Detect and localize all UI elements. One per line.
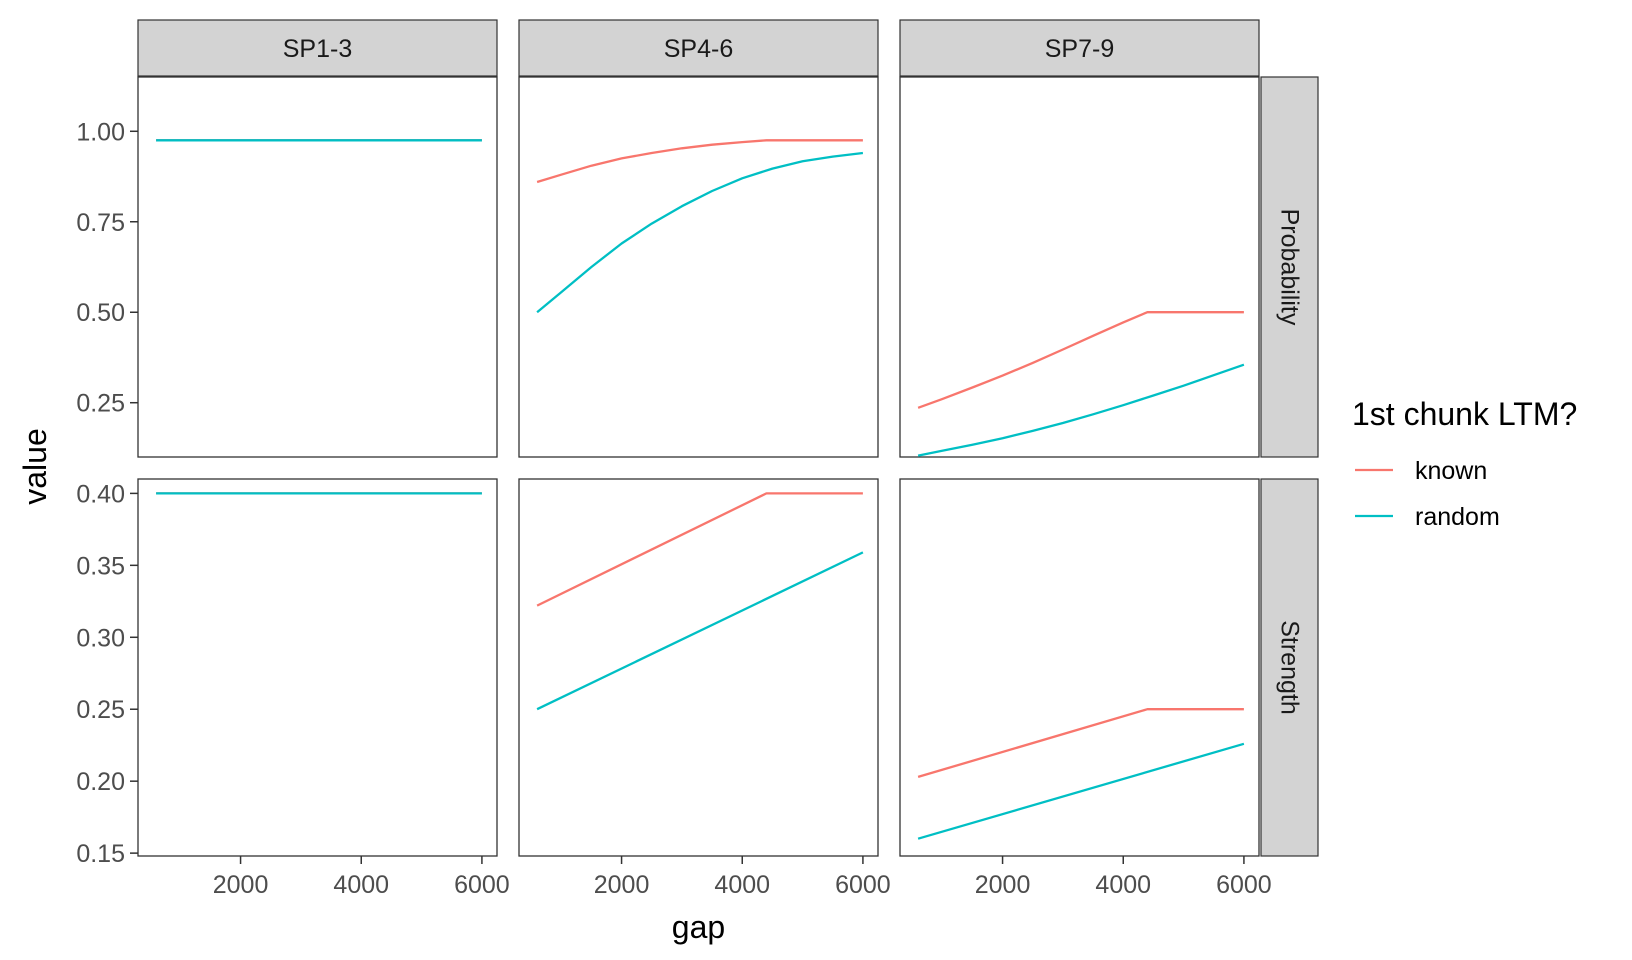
series-line-random-probability-sp7-9	[917, 363, 1245, 457]
y-tick-label: 0.25	[76, 696, 125, 724]
panel-strength-sp7-9	[899, 478, 1260, 857]
strip-label-strength: Strength	[1276, 620, 1304, 715]
x-tick-label: 4000	[1095, 871, 1151, 899]
panel-probability-sp4-6	[518, 76, 879, 458]
strip-label-probability: Probability	[1276, 209, 1304, 326]
series-line-known-strength-sp7-9	[917, 708, 1244, 779]
panel-strength-sp1-3	[137, 478, 498, 857]
y-tick-label: 0.20	[76, 768, 125, 796]
x-tick-label: 6000	[454, 871, 510, 899]
strip-label-sp4-6: SP4-6	[664, 35, 733, 63]
x-tick-label: 6000	[835, 871, 891, 899]
y-tick-label: 0.25	[76, 390, 125, 418]
y-tick-label: 0.15	[76, 840, 125, 868]
x-tick-label: 2000	[213, 871, 269, 899]
legend-title: 1st chunk LTM?	[1352, 396, 1577, 432]
strip-sp4-6	[518, 19, 879, 77]
strip-probability	[1260, 76, 1319, 458]
y-tick-label: 1.00	[76, 118, 125, 146]
strip-sp1-3	[137, 19, 498, 77]
y-tick-label: 0.35	[76, 552, 125, 580]
x-tick-label: 6000	[1216, 871, 1272, 899]
x-tick-label: 4000	[714, 871, 770, 899]
series-line-known-probability-sp4-6	[536, 139, 863, 184]
strip-label-sp1-3: SP1-3	[283, 35, 352, 63]
strip-sp7-9	[899, 19, 1260, 77]
series-line-random-strength-sp7-9	[917, 742, 1245, 840]
y-axis-title: value	[17, 428, 53, 505]
series-line-random-probability-sp4-6	[536, 151, 864, 314]
x-tick-label: 2000	[594, 871, 650, 899]
series-line-known-strength-sp4-6	[536, 492, 863, 607]
series-line-random-strength-sp4-6	[536, 551, 864, 711]
strip-strength	[1260, 478, 1319, 857]
y-tick-label: 0.40	[76, 480, 125, 508]
y-tick-label: 0.50	[76, 299, 125, 327]
strip-label-sp7-9: SP7-9	[1045, 35, 1114, 63]
legend-label-known: known	[1415, 457, 1487, 485]
panel-probability-sp7-9	[899, 76, 1260, 458]
series-line-known-probability-sp7-9	[917, 311, 1244, 409]
x-tick-label: 2000	[975, 871, 1031, 899]
panel-strength-sp4-6	[518, 478, 879, 857]
panel-probability-sp1-3	[137, 76, 498, 458]
y-tick-label: 0.30	[76, 624, 125, 652]
x-tick-label: 4000	[333, 871, 389, 899]
legend-label-random: random	[1415, 503, 1500, 531]
y-tick-label: 0.75	[76, 209, 125, 237]
x-axis-title: gap	[672, 909, 725, 945]
